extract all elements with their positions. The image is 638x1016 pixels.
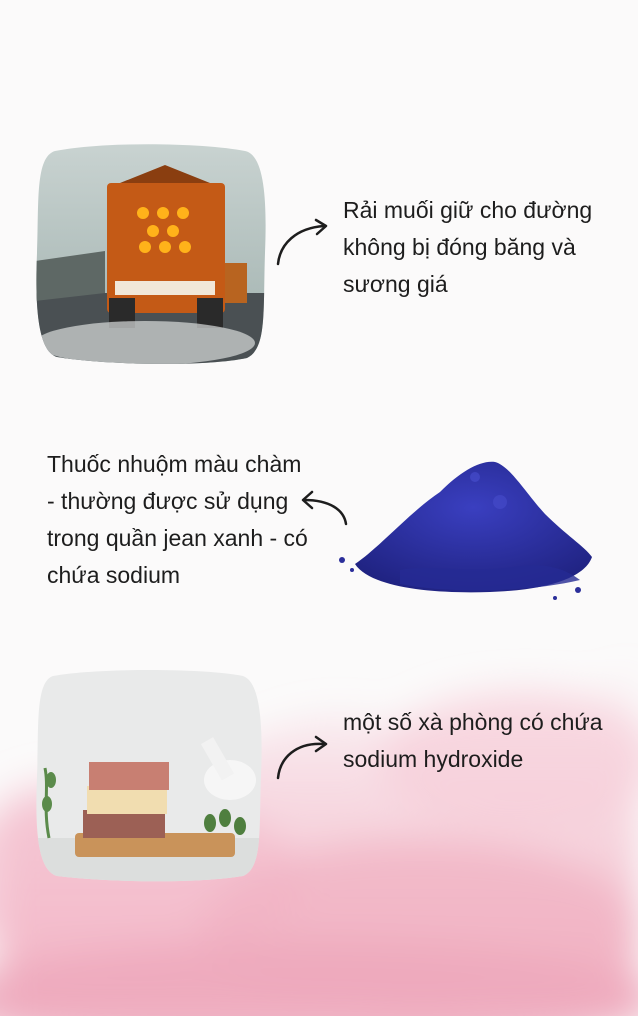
arrow-icon	[301, 490, 348, 526]
soap-bars-image	[36, 670, 262, 882]
salt-spreader-truck-image	[36, 144, 266, 364]
indigo-dye-powder-image	[339, 461, 592, 600]
arrow-icon	[276, 218, 328, 266]
caption-soap: một số xà phòng có chứa sodium hydroxide	[343, 709, 603, 772]
arrow-icon	[276, 735, 328, 780]
caption-indigo-dye: Thuốc nhuộm màu chàm - thường được sử dụ…	[47, 451, 308, 588]
caption-salt-spreading: Rải muối giữ cho đường không bị đóng băn…	[343, 197, 593, 297]
